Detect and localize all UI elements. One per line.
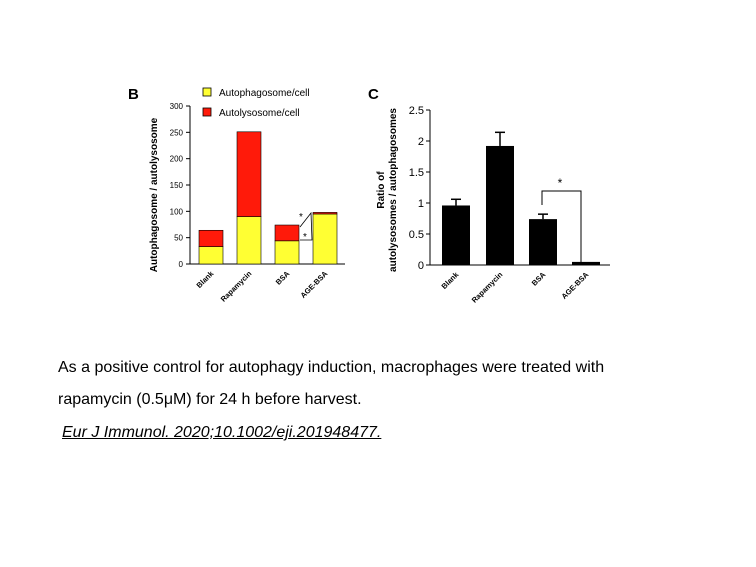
caption-line-1: As a positive control for autophagy indu… bbox=[58, 359, 605, 376]
significance-star-c: * bbox=[558, 176, 563, 190]
y-axis-label-c: Ratio of bbox=[376, 171, 387, 209]
panel-label-b: B bbox=[128, 86, 139, 103]
y-tick-label-b: 200 bbox=[170, 155, 184, 164]
legend-label-b: Autolysosome/cell bbox=[219, 108, 300, 119]
significance-star-b: * bbox=[299, 212, 303, 223]
y-tick-label-b: 50 bbox=[174, 234, 183, 243]
x-tick-label-b: Rapamycin bbox=[219, 269, 254, 304]
y-tick-label-b: 250 bbox=[170, 128, 184, 137]
x-tick-label-b: BSA bbox=[274, 269, 292, 287]
legend-swatch-b bbox=[202, 87, 212, 97]
bar-c bbox=[486, 145, 514, 265]
y-tick-label-b: 0 bbox=[179, 260, 184, 269]
y-tick-label-b: 150 bbox=[170, 181, 184, 190]
bar-b-autolysosome bbox=[274, 224, 300, 242]
y-axis-label-c: autolysosomes / autophagosomes bbox=[388, 108, 399, 272]
bar-b-autophagosome bbox=[198, 246, 224, 265]
bar-b-autophagosome bbox=[274, 240, 300, 265]
bar-b-autolysosome bbox=[312, 212, 338, 215]
x-tick-label-c: AGE-BSA bbox=[560, 270, 591, 301]
y-tick-label-c: 0.5 bbox=[409, 229, 424, 241]
y-tick-label-b: 100 bbox=[170, 207, 184, 216]
x-tick-label-c: Rapamycin bbox=[470, 270, 505, 305]
significance-star-b: * bbox=[303, 232, 307, 243]
citation-link[interactable]: Eur J Immunol. 2020;10.1002/eji.20194847… bbox=[62, 424, 382, 441]
bar-c bbox=[572, 261, 600, 265]
legend-swatch-b bbox=[202, 107, 212, 117]
y-tick-label-c: 1.5 bbox=[409, 167, 424, 179]
y-tick-label-c: 1 bbox=[418, 198, 424, 210]
bar-b-autolysosome bbox=[198, 229, 224, 247]
bar-b-autophagosome bbox=[236, 216, 262, 265]
significance-bracket-c bbox=[541, 190, 582, 263]
panel-label-c: C bbox=[368, 86, 379, 103]
y-tick-label-b: 300 bbox=[170, 102, 184, 111]
y-tick-label-c: 2.5 bbox=[409, 105, 424, 117]
x-tick-label-b: AGE-BSA bbox=[299, 269, 330, 300]
legend-label-b: Autophagosome/cell bbox=[219, 88, 310, 99]
bar-c bbox=[529, 219, 557, 265]
bar-b-autophagosome bbox=[312, 213, 338, 265]
y-tick-label-c: 2 bbox=[418, 136, 424, 148]
x-tick-label-c: Blank bbox=[440, 269, 461, 290]
caption-line-2: rapamycin (0.5μM) for 24 h before harves… bbox=[58, 391, 362, 408]
y-axis-label-b: Autophagosome / autolysosome bbox=[149, 117, 160, 272]
figure: B 0 50 100 150 200 250 300 Autophagosome / autol… bbox=[128, 86, 610, 305]
bar-c bbox=[442, 205, 470, 265]
x-tick-label-b: Blank bbox=[195, 268, 216, 289]
bar-b-autolysosome bbox=[236, 131, 262, 217]
x-tick-label-c: BSA bbox=[530, 270, 548, 288]
y-tick-label-c: 0 bbox=[418, 260, 424, 272]
significance-bracket-b bbox=[299, 211, 313, 241]
